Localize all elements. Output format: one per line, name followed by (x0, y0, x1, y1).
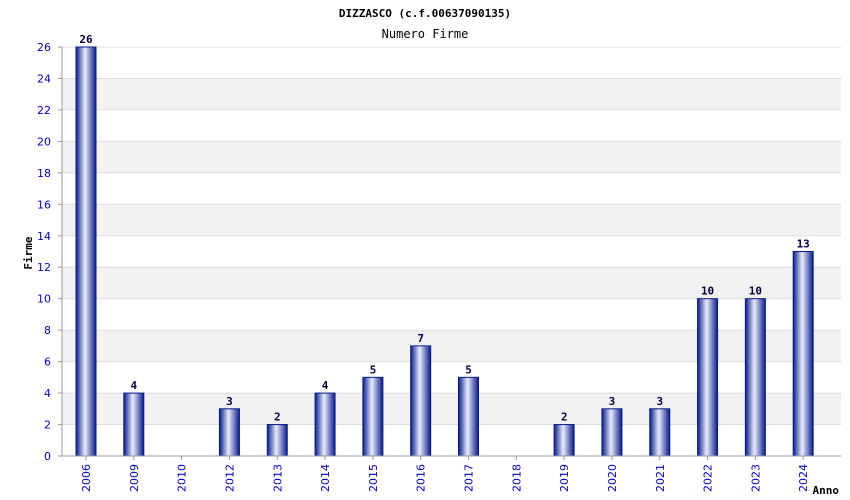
grid-band (62, 393, 841, 425)
grid-band (62, 204, 841, 236)
bar (75, 46, 97, 457)
bar (410, 345, 432, 457)
bar (458, 376, 479, 457)
x-axis-ticks: 2006 2009 2010 2012 2013 2014 2015 2016 2017 2018… (80, 456, 810, 492)
data-labels: 26 4 3 2 4 5 7 5 2 3 3 10 10 13 (79, 33, 809, 424)
chart-title: DIZZASCO (c.f.00637090135) (339, 7, 511, 20)
x-tick-label: 2006 (80, 464, 93, 492)
y-tick-label: 2 (44, 419, 51, 432)
data-label: 13 (797, 238, 810, 251)
y-axis-label: Firme (22, 236, 35, 269)
x-tick-label: 2012 (223, 464, 236, 492)
data-label: 5 (465, 363, 472, 376)
data-label: 7 (417, 332, 424, 345)
data-label: 3 (226, 395, 233, 408)
y-tick-label: 22 (37, 104, 51, 117)
grid-band (62, 330, 841, 362)
x-axis-label: Anno (813, 484, 840, 497)
y-tick-label: 24 (37, 72, 51, 85)
data-label: 26 (79, 33, 93, 46)
data-label: 4 (131, 379, 138, 392)
data-label: 2 (561, 411, 568, 424)
x-tick-label: 2021 (654, 464, 667, 492)
x-tick-label: 2022 (702, 464, 715, 492)
x-tick-label: 2013 (271, 464, 284, 492)
y-tick-label: 0 (44, 450, 51, 463)
x-tick-label: 2018 (510, 464, 523, 492)
x-tick-label: 2009 (128, 464, 141, 492)
x-tick-label: 2016 (415, 464, 428, 492)
data-label: 2 (274, 411, 281, 424)
bar (123, 392, 145, 457)
y-tick-label: 26 (37, 41, 51, 54)
bar (314, 392, 336, 457)
bar (649, 408, 671, 457)
data-label: 3 (656, 395, 663, 408)
x-tick-label: 2010 (176, 464, 189, 492)
bar (601, 408, 623, 457)
y-tick-label: 16 (37, 198, 51, 211)
bar (697, 298, 719, 457)
data-label: 4 (322, 379, 329, 392)
x-tick-label: 2023 (749, 464, 762, 492)
bar (744, 298, 766, 457)
y-tick-label: 6 (44, 356, 51, 369)
bars (75, 46, 814, 457)
y-tick-label: 12 (37, 261, 51, 274)
x-tick-label: 2014 (319, 464, 332, 492)
bar (553, 424, 575, 457)
data-label: 10 (701, 285, 714, 298)
grid-bands (62, 46, 841, 457)
y-tick-label: 10 (37, 293, 51, 306)
x-tick-label: 2020 (606, 464, 619, 492)
x-tick-label: 2015 (367, 464, 380, 492)
bar (792, 251, 814, 457)
bar (266, 424, 288, 457)
x-tick-label: 2024 (797, 464, 810, 492)
x-tick-label: 2019 (558, 464, 571, 492)
data-label: 3 (609, 395, 616, 408)
bar (218, 408, 240, 457)
data-label: 5 (370, 363, 377, 376)
grid-band (62, 267, 841, 299)
y-tick-label: 8 (44, 324, 51, 337)
y-tick-label: 14 (37, 230, 51, 243)
data-label: 10 (749, 285, 762, 298)
chart-subtitle: Numero Firme (382, 27, 469, 41)
grid-band (62, 141, 841, 173)
grid-band (62, 78, 841, 110)
y-tick-label: 4 (44, 387, 51, 400)
bar (362, 376, 384, 457)
y-tick-label: 20 (37, 135, 51, 148)
x-tick-label: 2017 (463, 464, 476, 492)
y-tick-label: 18 (37, 167, 51, 180)
